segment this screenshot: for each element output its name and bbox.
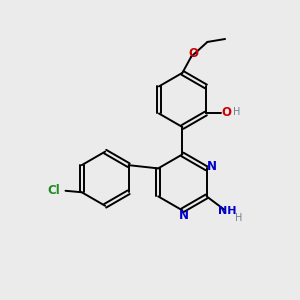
Text: H: H: [233, 107, 241, 117]
Text: N: N: [179, 209, 189, 222]
Text: O: O: [221, 106, 232, 119]
Text: NH: NH: [218, 206, 236, 216]
Text: Cl: Cl: [47, 184, 60, 197]
Text: O: O: [189, 46, 199, 60]
Text: N: N: [207, 160, 217, 173]
Text: H: H: [235, 214, 243, 224]
